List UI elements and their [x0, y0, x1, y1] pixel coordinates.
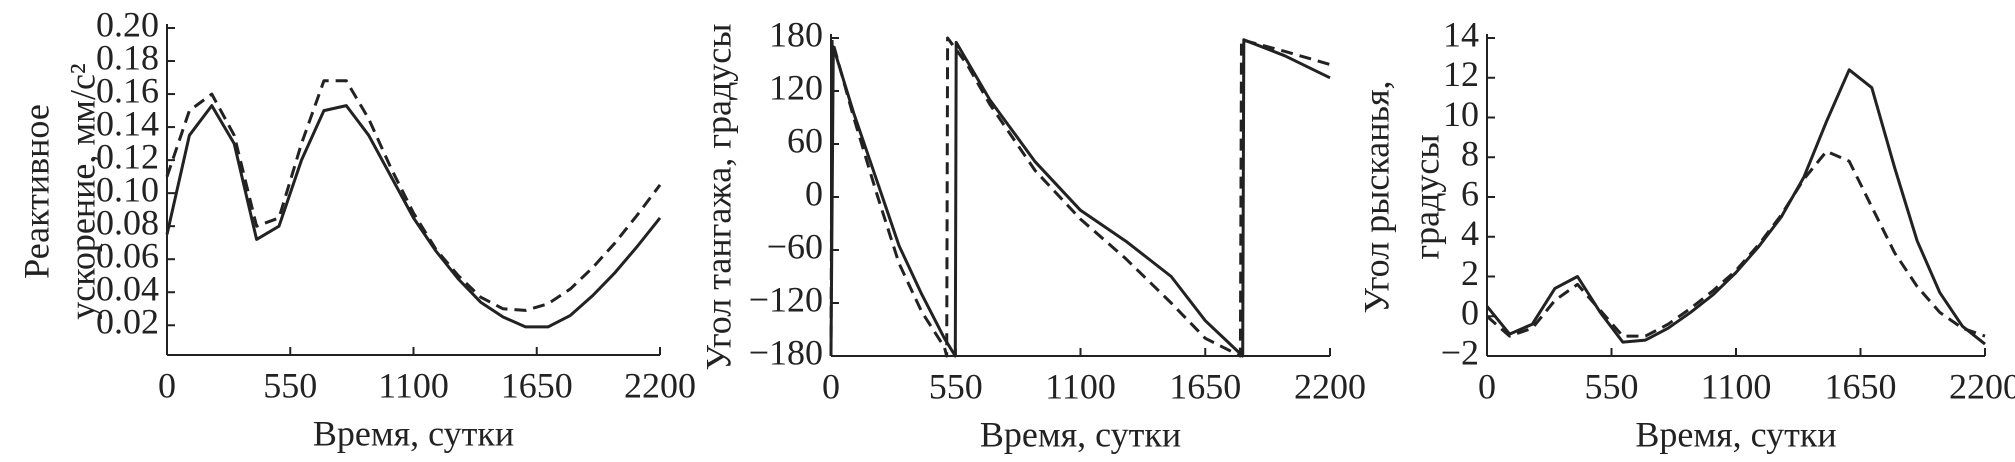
- y-tick-label: 0: [1461, 293, 1479, 333]
- y-tick-label: −2: [1441, 332, 1479, 372]
- y-axis-label: градусы: [1406, 134, 1446, 259]
- y-tick-label: 0.06: [96, 235, 159, 275]
- y-tick-label: −180: [749, 332, 823, 372]
- y-axis-label: Угол рысканья,: [1356, 80, 1396, 313]
- x-tick-label: 550: [929, 366, 983, 406]
- y-axis-label: ускорение, мм/с²: [62, 63, 102, 319]
- y-tick-label: 0.12: [96, 136, 159, 176]
- x-tick-label: 2200: [624, 365, 696, 405]
- y-tick-label: 60: [787, 120, 823, 160]
- y-tick-label: 0.04: [96, 269, 159, 309]
- x-tick-label: 1100: [1701, 366, 1772, 406]
- x-tick-label: 2200: [1949, 366, 2015, 406]
- x-tick-label: 0: [1478, 366, 1496, 406]
- y-axis-label: Реактивное: [16, 104, 56, 279]
- x-tick-label: 2200: [1294, 366, 1366, 406]
- y-tick-label: 2: [1461, 253, 1479, 293]
- y-tick-label: 6: [1461, 173, 1479, 213]
- line-series: [1485, 68, 1986, 346]
- chart: −180 −120 −60 0 60 120 180 0 550 1100 1650 2200 Врем…: [698, 14, 1366, 454]
- x-tick-label: 550: [263, 365, 317, 405]
- y-tick-label: 0: [805, 173, 823, 213]
- y-tick-label: 8: [1461, 134, 1479, 174]
- x-tick-label: 1100: [378, 365, 449, 405]
- line-series: [829, 38, 1331, 358]
- x-tick-label: 1650: [501, 365, 573, 405]
- y-tick-label: 0.18: [96, 37, 159, 77]
- y-tick-label: 12: [1443, 54, 1479, 94]
- x-tick-label: 0: [822, 366, 840, 406]
- y-axis-label: Угол тангажа, градусы: [698, 24, 738, 371]
- x-tick-label: 1650: [1825, 366, 1897, 406]
- y-tick-label: 14: [1443, 14, 1479, 54]
- x-tick-label: 550: [1585, 366, 1639, 406]
- x-axis-label: Время, сутки: [980, 414, 1181, 454]
- chart: 0.020.040.060.080.100.120.140.160.180.20…: [16, 4, 696, 453]
- x-tick-label: 0: [158, 365, 176, 405]
- y-tick-label: 0.16: [96, 70, 159, 110]
- y-tick-label: 180: [769, 14, 823, 54]
- line-series: [165, 104, 662, 329]
- x-tick-label: 1100: [1045, 366, 1116, 406]
- y-tick-label: 0.10: [96, 169, 159, 209]
- y-tick-label: 120: [769, 67, 823, 107]
- x-axis-label: Время, сутки: [313, 413, 514, 453]
- y-tick-label: −60: [767, 226, 823, 266]
- y-tick-label: 0.08: [96, 202, 159, 242]
- line-series: [1486, 149, 1986, 338]
- line-series: [165, 79, 662, 312]
- x-axis-label: Время, сутки: [1635, 414, 1836, 454]
- y-tick-label: −120: [749, 279, 823, 319]
- y-tick-label: 10: [1443, 94, 1479, 134]
- x-tick-label: 1650: [1169, 366, 1241, 406]
- y-tick-label: 0.14: [96, 103, 159, 143]
- line-series: [829, 36, 1331, 358]
- y-tick-label: 0.02: [96, 302, 159, 342]
- y-tick-label: 0.20: [96, 4, 159, 44]
- y-tick-label: 4: [1461, 213, 1479, 253]
